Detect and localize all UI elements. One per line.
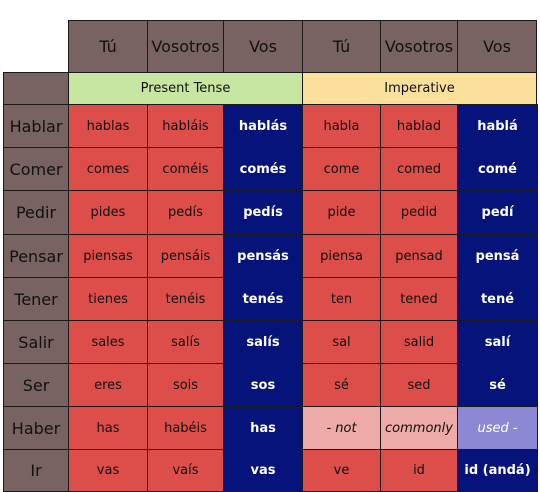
- cell-salir-imperative-vosotros: salid: [380, 320, 458, 364]
- cell-comer-imperative-tu: come: [302, 147, 381, 191]
- cell-tener-imperative-vosotros: tened: [380, 277, 458, 321]
- cell-pedir-present-vos: pedís: [223, 190, 303, 235]
- cell-tener-present-vosotros: tenéis: [147, 277, 224, 321]
- verb-label-pedir: Pedir: [3, 190, 69, 235]
- cell-hablar-present-vos: hablás: [223, 104, 303, 148]
- header-present-tu: Tú: [68, 20, 148, 73]
- cell-hablar-imperative-vos: hablá: [457, 104, 538, 148]
- tense-imperative-label: Imperative: [302, 72, 537, 105]
- cell-salir-present-tu: sales: [68, 320, 148, 364]
- cell-pedir-present-tu: pides: [68, 190, 148, 235]
- tense-present-label: Present Tense: [68, 72, 303, 105]
- blank-corner-top: [3, 20, 69, 72]
- header-imperative-vosotros: Vosotros: [380, 20, 458, 73]
- cell-pensar-imperative-vosotros: pensad: [380, 234, 458, 278]
- cell-ir-imperative-tu: ve: [302, 449, 381, 492]
- cell-ser-imperative-tu: sé: [302, 363, 381, 407]
- cell-pensar-present-tu: piensas: [68, 234, 148, 278]
- header-imperative-vos: Vos: [457, 20, 537, 73]
- verb-label-salir: Salir: [3, 320, 69, 364]
- cell-ser-present-tu: eres: [68, 363, 148, 407]
- cell-haber-imperative-tu: - not: [302, 406, 381, 450]
- verb-label-ir: Ir: [3, 449, 69, 492]
- cell-haber-imperative-vosotros: commonly: [380, 406, 458, 450]
- cell-ser-present-vos: sos: [223, 363, 303, 407]
- cell-haber-present-tu: has: [68, 406, 148, 450]
- cell-haber-present-vosotros: habéis: [147, 406, 224, 450]
- cell-comer-present-tu: comes: [68, 147, 148, 191]
- cell-pensar-present-vos: pensás: [223, 234, 303, 278]
- verb-label-hablar: Hablar: [3, 104, 69, 148]
- cell-salir-imperative-vos: salí: [457, 320, 538, 364]
- verb-label-pensar: Pensar: [3, 234, 69, 278]
- cell-hablar-present-tu: hablas: [68, 104, 148, 148]
- cell-salir-present-vosotros: salís: [147, 320, 224, 364]
- verb-label-haber: Haber: [3, 406, 69, 450]
- cell-ir-present-vos: vas: [223, 449, 303, 492]
- cell-comer-imperative-vosotros: comed: [380, 147, 458, 191]
- cell-pedir-imperative-tu: pide: [302, 190, 381, 235]
- cell-salir-imperative-tu: sal: [302, 320, 381, 364]
- cell-tener-present-tu: tienes: [68, 277, 148, 321]
- cell-pedir-present-vosotros: pedís: [147, 190, 224, 235]
- verb-label-comer: Comer: [3, 147, 69, 191]
- verb-label-tener: Tener: [3, 277, 69, 321]
- cell-ir-present-tu: vas: [68, 449, 148, 492]
- header-present-vos: Vos: [223, 20, 303, 73]
- cell-comer-present-vos: comés: [223, 147, 303, 191]
- cell-comer-imperative-vos: comé: [457, 147, 538, 191]
- header-imperative-tu: Tú: [302, 20, 381, 73]
- cell-hablar-present-vosotros: habláis: [147, 104, 224, 148]
- cell-hablar-imperative-vosotros: hablad: [380, 104, 458, 148]
- cell-ser-imperative-vos: sé: [457, 363, 538, 407]
- cell-tener-imperative-tu: ten: [302, 277, 381, 321]
- cell-pensar-imperative-vos: pensá: [457, 234, 538, 278]
- cell-pensar-present-vosotros: pensáis: [147, 234, 224, 278]
- cell-ser-present-vosotros: sois: [147, 363, 224, 407]
- verb-label-ser: Ser: [3, 363, 69, 407]
- cell-pensar-imperative-tu: piensa: [302, 234, 381, 278]
- header-present-vosotros: Vosotros: [147, 20, 224, 73]
- cell-ir-imperative-vos: id (andá): [457, 449, 538, 492]
- cell-ser-imperative-vosotros: sed: [380, 363, 458, 407]
- corner-cell: [3, 72, 69, 105]
- cell-salir-present-vos: salís: [223, 320, 303, 364]
- cell-hablar-imperative-tu: habla: [302, 104, 381, 148]
- cell-haber-present-vos: has: [223, 406, 303, 450]
- cell-tener-present-vos: tenés: [223, 277, 303, 321]
- cell-ir-present-vosotros: vaís: [147, 449, 224, 492]
- cell-tener-imperative-vos: tené: [457, 277, 538, 321]
- cell-pedir-imperative-vosotros: pedid: [380, 190, 458, 235]
- cell-comer-present-vosotros: coméis: [147, 147, 224, 191]
- cell-haber-imperative-vos: used -: [457, 406, 538, 450]
- cell-ir-imperative-vosotros: id: [380, 449, 458, 492]
- cell-pedir-imperative-vos: pedí: [457, 190, 538, 235]
